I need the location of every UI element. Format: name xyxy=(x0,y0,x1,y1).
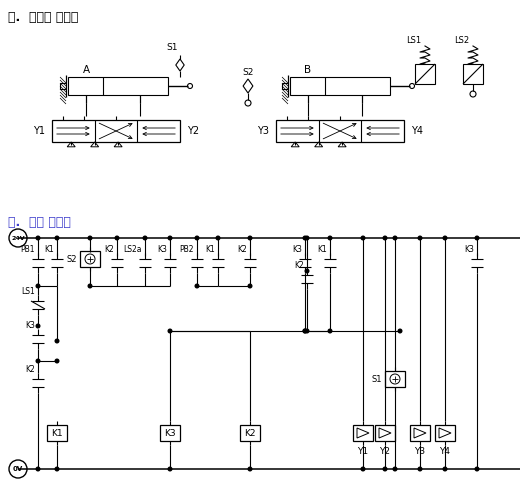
Text: Y3: Y3 xyxy=(414,446,426,455)
Bar xyxy=(290,77,390,95)
Bar xyxy=(385,371,405,387)
Circle shape xyxy=(303,236,307,240)
Circle shape xyxy=(328,236,332,240)
Circle shape xyxy=(36,324,40,328)
Text: Y2: Y2 xyxy=(187,126,199,136)
Text: K3: K3 xyxy=(25,321,35,330)
Text: Y4: Y4 xyxy=(411,126,423,136)
Circle shape xyxy=(115,236,119,240)
Text: K2: K2 xyxy=(244,428,256,437)
Circle shape xyxy=(55,359,59,363)
Bar xyxy=(435,425,455,441)
Circle shape xyxy=(36,467,40,471)
Text: LS1: LS1 xyxy=(406,36,421,45)
Text: K3: K3 xyxy=(157,244,167,254)
Text: S1: S1 xyxy=(167,43,178,52)
Text: B: B xyxy=(305,65,311,75)
Circle shape xyxy=(248,467,252,471)
Text: K1: K1 xyxy=(317,244,327,254)
Text: K1: K1 xyxy=(44,244,54,254)
Circle shape xyxy=(168,467,172,471)
Text: LS2a: LS2a xyxy=(123,244,142,254)
Circle shape xyxy=(383,467,387,471)
Circle shape xyxy=(305,269,309,273)
Circle shape xyxy=(55,339,59,343)
Circle shape xyxy=(195,236,199,240)
Bar xyxy=(52,120,180,142)
Circle shape xyxy=(248,284,252,288)
Text: S2: S2 xyxy=(242,68,253,77)
Circle shape xyxy=(305,329,309,333)
Bar xyxy=(47,425,67,441)
Text: K2: K2 xyxy=(294,261,304,270)
Circle shape xyxy=(36,236,40,240)
Text: PB2: PB2 xyxy=(180,244,194,254)
Text: Y2: Y2 xyxy=(379,446,391,455)
Bar xyxy=(160,425,180,441)
Text: Y1: Y1 xyxy=(33,126,45,136)
Text: PB1: PB1 xyxy=(21,244,35,254)
Bar xyxy=(276,120,404,142)
Text: K3: K3 xyxy=(164,428,176,437)
Circle shape xyxy=(443,236,447,240)
Bar xyxy=(410,425,430,441)
Text: 0V: 0V xyxy=(13,466,23,472)
Circle shape xyxy=(195,284,199,288)
Bar xyxy=(353,425,373,441)
Text: K3: K3 xyxy=(464,244,474,254)
Bar xyxy=(80,251,100,267)
Text: 24V: 24V xyxy=(11,235,25,240)
Text: Y4: Y4 xyxy=(440,446,451,455)
Circle shape xyxy=(55,467,59,471)
Circle shape xyxy=(168,236,172,240)
Text: LS2: LS2 xyxy=(454,36,469,45)
Circle shape xyxy=(475,467,479,471)
Circle shape xyxy=(248,236,252,240)
Bar xyxy=(68,77,168,95)
Circle shape xyxy=(418,236,422,240)
Circle shape xyxy=(305,236,309,240)
Circle shape xyxy=(303,329,307,333)
Text: S2: S2 xyxy=(66,255,77,264)
Circle shape xyxy=(36,284,40,288)
Circle shape xyxy=(55,236,59,240)
Circle shape xyxy=(443,467,447,471)
Circle shape xyxy=(88,236,92,240)
Text: K3: K3 xyxy=(292,244,302,254)
Bar xyxy=(240,425,260,441)
Text: LS1: LS1 xyxy=(21,287,35,296)
Text: K2: K2 xyxy=(104,244,114,254)
Circle shape xyxy=(418,467,422,471)
Text: 가.  공기압 회로도: 가. 공기압 회로도 xyxy=(8,11,79,24)
Circle shape xyxy=(361,467,365,471)
Text: K1: K1 xyxy=(51,428,63,437)
Text: K1: K1 xyxy=(205,244,215,254)
Circle shape xyxy=(475,236,479,240)
Circle shape xyxy=(393,236,397,240)
Circle shape xyxy=(383,236,387,240)
Text: S1: S1 xyxy=(372,375,382,383)
Circle shape xyxy=(361,236,365,240)
Text: Y1: Y1 xyxy=(357,446,368,455)
Text: A: A xyxy=(82,65,90,75)
Circle shape xyxy=(143,236,147,240)
Text: Y3: Y3 xyxy=(257,126,269,136)
Circle shape xyxy=(393,467,397,471)
Text: K2: K2 xyxy=(237,244,247,254)
Circle shape xyxy=(216,236,220,240)
Circle shape xyxy=(303,329,307,333)
Circle shape xyxy=(88,284,92,288)
Circle shape xyxy=(168,329,172,333)
Circle shape xyxy=(398,329,402,333)
Text: K2: K2 xyxy=(25,365,35,374)
Circle shape xyxy=(36,359,40,363)
Text: 나.  전기 회로도: 나. 전기 회로도 xyxy=(8,216,71,229)
Bar xyxy=(415,64,435,84)
Circle shape xyxy=(328,329,332,333)
Bar xyxy=(375,425,395,441)
Bar xyxy=(463,64,483,84)
